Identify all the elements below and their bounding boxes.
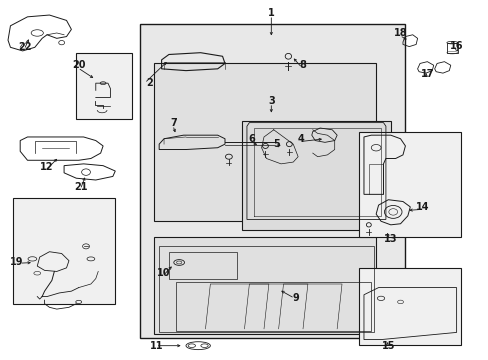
Text: 9: 9: [292, 293, 299, 303]
Text: 4: 4: [297, 134, 304, 144]
Text: 7: 7: [170, 118, 177, 128]
Text: 3: 3: [267, 96, 274, 106]
Text: 1: 1: [267, 8, 274, 18]
Bar: [154, 63, 375, 221]
Text: 20: 20: [72, 60, 85, 70]
Text: 2: 2: [146, 78, 152, 88]
Text: 15: 15: [381, 341, 394, 351]
Text: 18: 18: [393, 28, 407, 38]
Bar: [446, 42, 457, 53]
Bar: [168, 252, 237, 279]
Text: 19: 19: [10, 257, 23, 267]
Text: 10: 10: [157, 268, 170, 278]
Bar: [358, 268, 461, 345]
Text: 8: 8: [299, 60, 306, 70]
Text: 16: 16: [449, 41, 463, 50]
Text: 12: 12: [40, 162, 54, 172]
Text: 22: 22: [18, 42, 32, 52]
Text: 11: 11: [150, 341, 163, 351]
Bar: [154, 237, 375, 334]
Bar: [358, 132, 461, 237]
Text: 6: 6: [248, 134, 255, 144]
Text: 14: 14: [415, 202, 428, 212]
Bar: [13, 198, 115, 304]
Bar: [140, 24, 405, 338]
Text: 17: 17: [420, 69, 433, 79]
Text: 13: 13: [383, 234, 397, 244]
Text: 5: 5: [272, 139, 279, 149]
Bar: [76, 53, 132, 119]
Bar: [242, 121, 390, 230]
Text: 21: 21: [74, 182, 88, 192]
